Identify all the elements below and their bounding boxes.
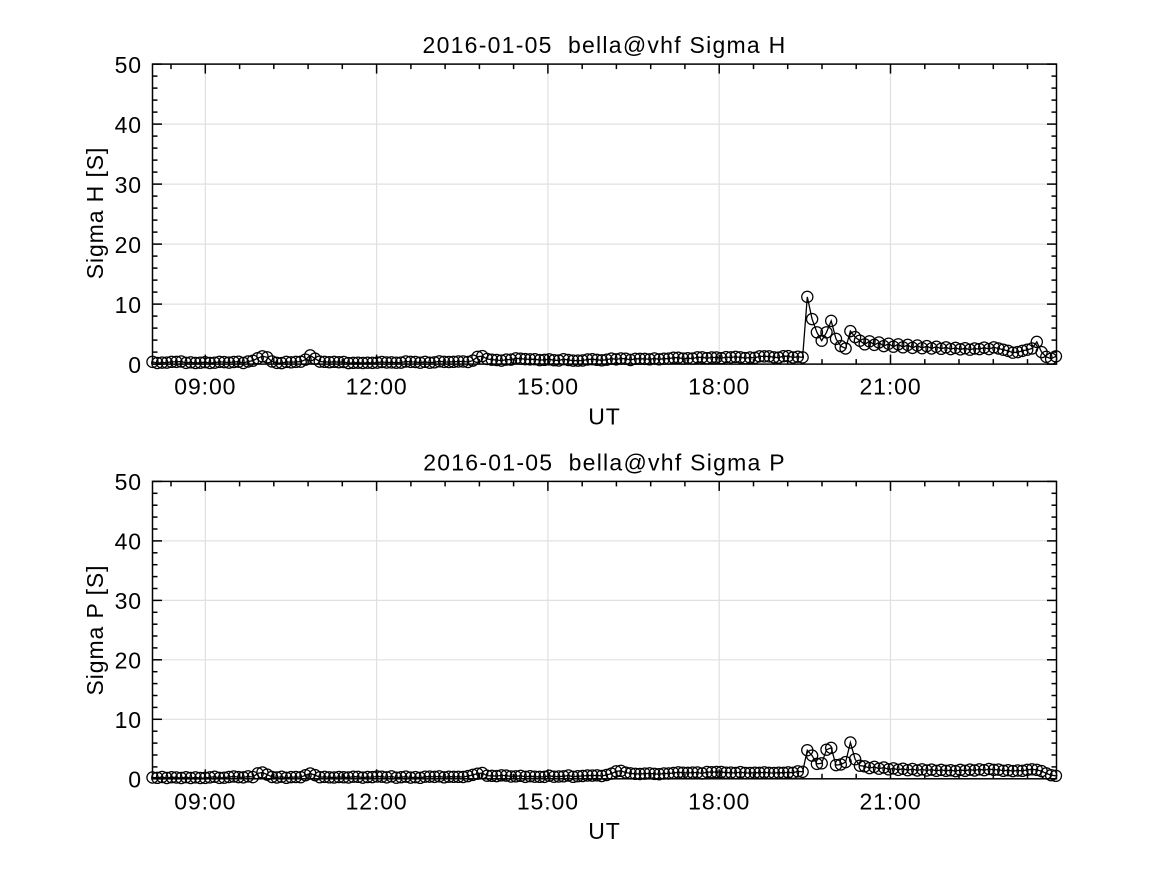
svg-text:40: 40 <box>115 112 142 138</box>
svg-text:15:00: 15:00 <box>517 374 579 400</box>
svg-text:12:00: 12:00 <box>346 789 408 815</box>
svg-text:21:00: 21:00 <box>859 789 921 815</box>
svg-text:40: 40 <box>115 529 142 555</box>
svg-text:30: 30 <box>115 172 142 198</box>
svg-text:09:00: 09:00 <box>174 374 236 400</box>
svg-text:Sigma P [S]: Sigma P [S] <box>82 565 108 696</box>
svg-text:50: 50 <box>115 469 142 495</box>
svg-text:30: 30 <box>115 588 142 614</box>
svg-text:0: 0 <box>128 352 142 378</box>
svg-text:20: 20 <box>115 232 142 258</box>
svg-text:50: 50 <box>115 52 142 78</box>
svg-text:09:00: 09:00 <box>174 789 236 815</box>
svg-text:18:00: 18:00 <box>688 789 750 815</box>
svg-text:UT: UT <box>588 818 620 844</box>
svg-text:0: 0 <box>128 767 142 793</box>
svg-text:2016-01-05 bella@vhf Sigma P: 2016-01-05 bella@vhf Sigma P <box>423 450 786 476</box>
svg-text:12:00: 12:00 <box>346 374 408 400</box>
svg-text:18:00: 18:00 <box>688 374 750 400</box>
svg-text:10: 10 <box>115 292 142 318</box>
svg-text:21:00: 21:00 <box>859 374 921 400</box>
svg-text:2016-01-05 bella@vhf Sigma H: 2016-01-05 bella@vhf Sigma H <box>423 32 787 58</box>
svg-text:20: 20 <box>115 648 142 674</box>
svg-text:15:00: 15:00 <box>517 789 579 815</box>
svg-text:10: 10 <box>115 707 142 733</box>
svg-text:UT: UT <box>588 404 620 430</box>
svg-text:Sigma H [S]: Sigma H [S] <box>82 147 108 280</box>
